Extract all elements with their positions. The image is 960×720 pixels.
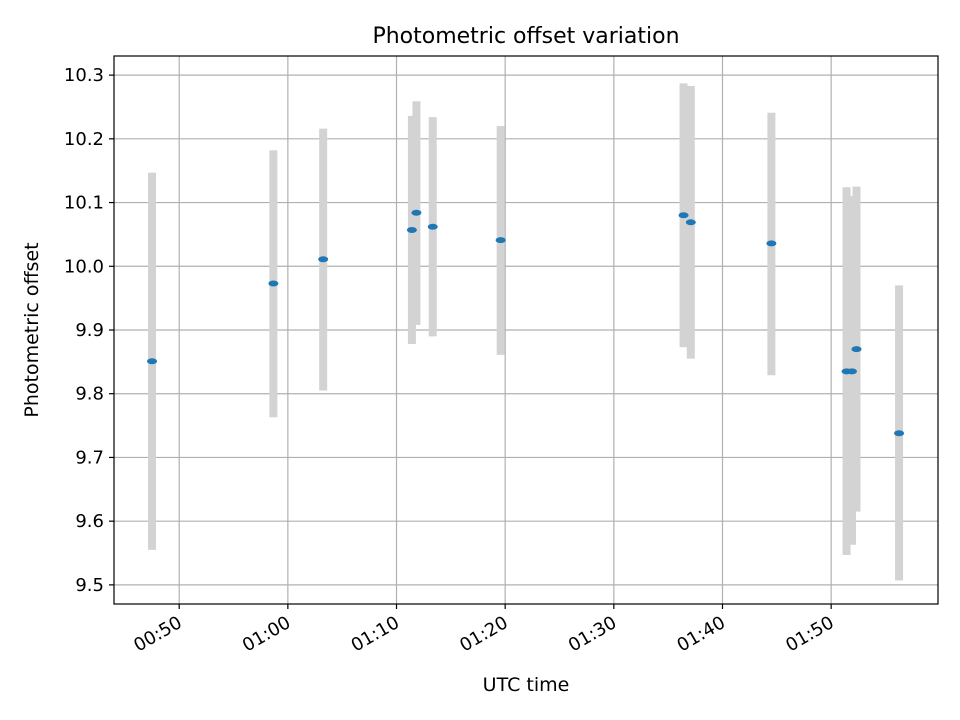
y-tick-label: 10.3 (64, 65, 104, 86)
data-points (147, 209, 905, 437)
y-tick-label: 9.7 (75, 447, 104, 468)
data-point (766, 240, 777, 247)
data-point (846, 368, 857, 375)
grid (114, 56, 938, 604)
y-tick-label: 10.0 (64, 256, 104, 277)
x-axis-title: UTC time (483, 674, 570, 696)
data-point (851, 346, 862, 353)
y-tick-label: 10.1 (64, 193, 104, 214)
y-tick-label: 9.5 (75, 575, 104, 596)
data-point (495, 237, 506, 244)
data-point (678, 212, 689, 219)
data-point (685, 219, 696, 226)
y-axis-title: Photometric offset (21, 242, 43, 417)
y-tick-label: 9.9 (75, 320, 104, 341)
data-point (406, 226, 417, 233)
data-point (894, 430, 905, 437)
y-tick-label: 9.6 (75, 511, 104, 532)
chart-title: Photometric offset variation (372, 24, 679, 49)
data-point (268, 280, 279, 287)
data-point (427, 223, 438, 230)
data-point (147, 358, 158, 365)
data-point (318, 256, 329, 263)
y-tick-label: 9.8 (75, 384, 104, 405)
data-point (411, 209, 422, 216)
y-tick-label: 10.2 (64, 129, 104, 150)
